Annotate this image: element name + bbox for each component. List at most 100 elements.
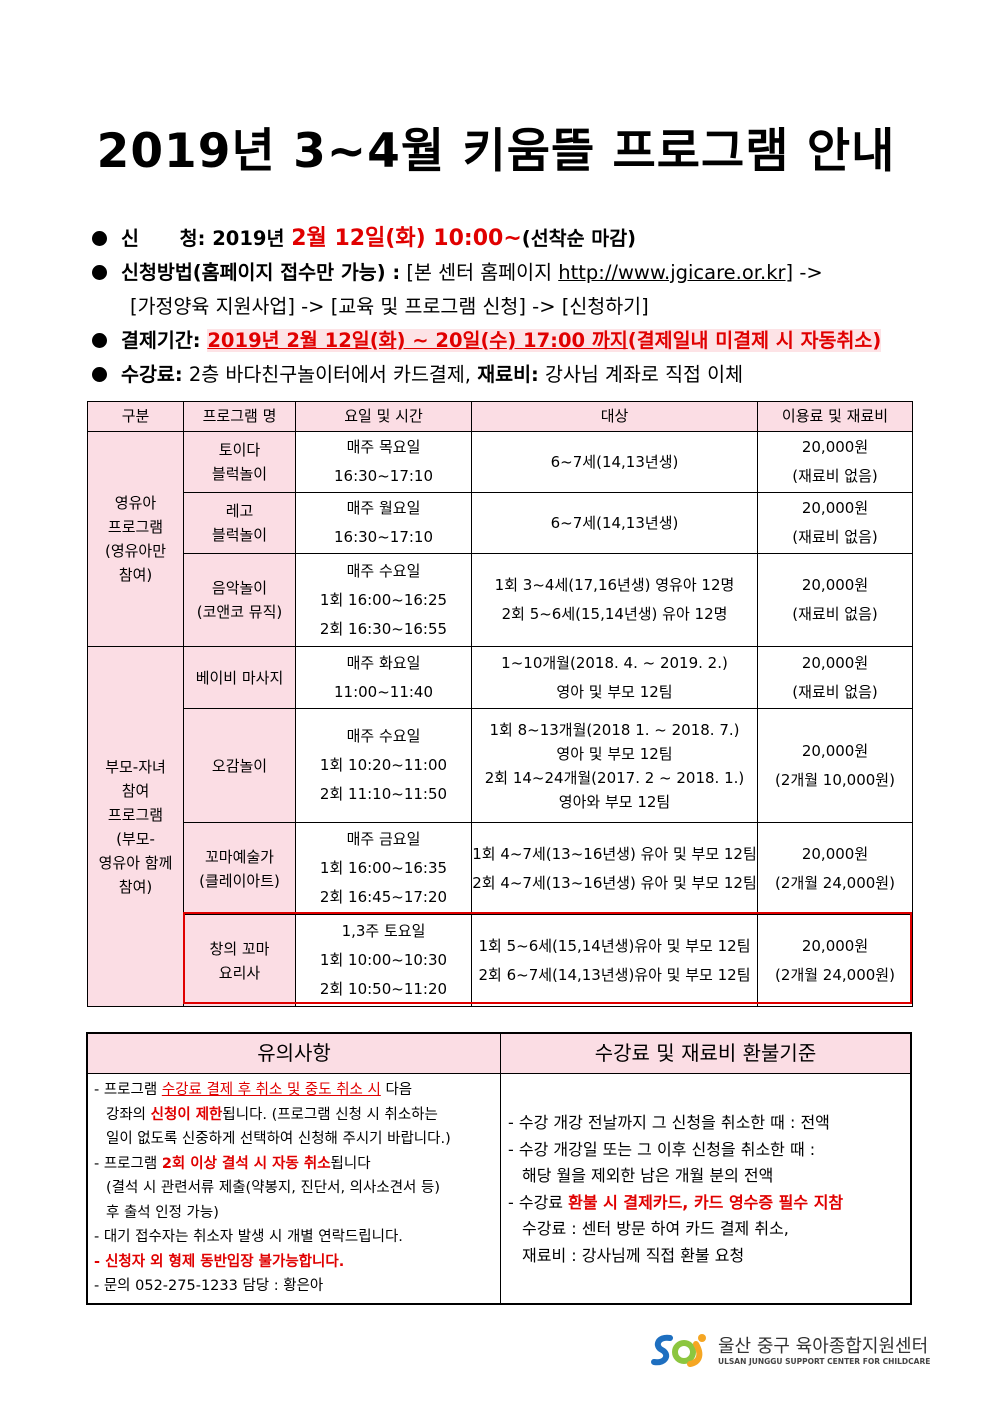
notes-title: 유의사항 [88, 1034, 500, 1074]
pay-period: 2019년 2월 12일(화) ~ 20일(수) 17:00 까지 [207, 329, 628, 352]
refund-list: - 수강 개강 전날까지 그 신청을 취소한 때 : 전액 - 수강 개강일 또… [508, 1110, 908, 1269]
target-cell: 1~10개월(2018. 4. ~ 2019. 2.) 영아 및 부모 12팀 [471, 646, 758, 709]
note-text: - 프로그램 [94, 1155, 162, 1172]
note-text: - 수강료 [508, 1192, 569, 1212]
category-cell: 영유아 프로그램 (영유아만 참여) [87, 431, 184, 647]
program-name-cell: 꼬마예술가 (클레이아트) [183, 822, 296, 915]
table-row: 창의 꼬마 요리사 1,3주 토요일 1회 10:00~10:30 2회 10:5… [88, 914, 913, 1007]
apply-method: 신청방법(홈페이지 접수만 가능) : [본 센터 홈페이지 http://ww… [92, 256, 922, 290]
target-cell: 1회 4~7세(13~16년생) 유아 및 부모 12팀 2회 4~7세(13~… [471, 822, 758, 915]
refund-item: - 수강료 환불 시 결제카드, 카드 영수증 필수 지참 [508, 1190, 908, 1217]
target-cell: 1회 8~13개월(2018 1. ~ 2018. 7.) 영아 및 부모 12… [471, 708, 758, 823]
note-text: 다음 [380, 1082, 413, 1098]
program-name-cell: 오감놀이 [183, 708, 296, 823]
note-item: (결석 시 관련서류 제출(약봉지, 진단서, 의사소견서 등) [106, 1180, 440, 1196]
fee-cell: 20,000원 (재료비 없음) [757, 431, 913, 493]
refund-title: 수강료 및 재료비 환불기준 [501, 1034, 910, 1074]
divider [500, 1034, 501, 1303]
fee-cell: 20,000원 (2개월 24,000원) [757, 914, 913, 1007]
note-text: 됩니다. (프로그램 신청 시 취소하는 [222, 1106, 438, 1123]
note-item: - 대기 접수자는 취소자 발생 시 개별 연락드립니다. [94, 1229, 403, 1245]
refund-item: - 수강 개강 전날까지 그 신청을 취소한 때 : 전액 [508, 1113, 830, 1132]
center-logo: 울산 중구 육아종합지원센터 ULSAN JUNGGU SUPPORT CENT… [650, 1330, 930, 1375]
target-cell: 1회 5~6세(15,14년생)유아 및 부모 12팀 2회 6~7세(14,1… [471, 914, 758, 1007]
table-row: 음악놀이 (코앤코 뮤직) 매주 수요일 1회 16:00~16:25 2회 16… [88, 553, 913, 647]
fee-cell: 20,000원 (2개월 24,000원) [757, 822, 913, 915]
refund-item: 수강료 : 센터 방문 하여 카드 결제 취소, [522, 1219, 789, 1238]
table-row: 오감놀이 매주 수요일 1회 10:20~11:00 2회 11:10~11:50… [88, 708, 913, 823]
program-name-cell: 레고 블럭놀이 [183, 492, 296, 554]
target-cell: 6~7세(14,13년생) [471, 492, 758, 554]
homepage-link[interactable]: http://www.jgicare.or.kr [558, 261, 786, 284]
column-header: 구분 [87, 401, 184, 432]
pay-note: (결제일내 미결제 시 자동취소) [627, 329, 882, 352]
note-item: 강좌의 신청이 제한됩니다. (프로그램 신청 시 취소하는 [94, 1103, 494, 1128]
program-name-cell: 음악놀이 (코앤코 뮤직) [183, 553, 296, 647]
bullet-icon [92, 231, 107, 246]
time-cell: 1,3주 토요일 1회 10:00~10:30 2회 10:50~11:20 [295, 914, 472, 1007]
bullet-icon [92, 333, 107, 348]
time-cell: 매주 월요일 16:30~17:10 [295, 492, 472, 554]
page-title: 2019년 3~4월 키움뜰 프로그램 안내 [96, 124, 896, 179]
time-cell: 매주 목요일 16:30~17:10 [295, 431, 472, 493]
note-text: 신청이 제한 [150, 1106, 223, 1123]
refund-item: - 수강 개강일 또는 그 이후 신청을 취소한 때 : [508, 1139, 816, 1159]
note-item: - 문의 052-275-1233 담당 : 황은아 [94, 1278, 324, 1294]
logo-sub: ULSAN JUNGGU SUPPORT CENTER FOR CHILDCAR… [718, 1357, 931, 1366]
time-cell: 매주 수요일 1회 10:20~11:00 2회 11:10~11:50 [295, 708, 472, 823]
text: 강사님 계좌로 직접 이체 [545, 363, 744, 386]
program-name-cell: 토이다 블럭놀이 [183, 431, 296, 493]
fee-cell: 20,000원 (재료비 없음) [757, 492, 913, 554]
time-cell: 매주 화요일 11:00~11:40 [295, 646, 472, 709]
bullet-icon [92, 367, 107, 382]
fee-cell: 20,000원 (재료비 없음) [757, 553, 913, 647]
program-table: 구분 프로그램 명 요일 및 시간 대상 이용료 및 재료비 영유아 프로그램 (영유아만… [87, 401, 913, 1007]
notes-list: - 프로그램 수강료 결제 후 취소 및 중도 취소 시 다음 강좌의 신청이 … [94, 1078, 494, 1299]
label: 수강료: [121, 363, 183, 386]
apply-method-path: [가정양육 지원사업] -> [교육 및 프로그램 신청] -> [신청하기] [130, 295, 649, 318]
label: 신 청: [121, 227, 206, 250]
logo-icon [651, 1334, 706, 1367]
target-cell: 6~7세(14,13년생) [471, 431, 758, 493]
fee-cell: 20,000원 (2개월 10,000원) [757, 708, 913, 823]
note-text: 수강료 결제 후 취소 및 중도 취소 시 [161, 1082, 381, 1098]
note-item: - 프로그램 2회 이상 결석 시 자동 취소됩니다 [94, 1152, 494, 1177]
table-row: 레고 블럭놀이 매주 월요일 16:30~17:10 6~7세(14,13년생) 20… [88, 492, 913, 554]
label: 신청방법(홈페이지 접수만 가능) : [121, 261, 401, 284]
text: ] -> [785, 261, 823, 284]
time-cell: 매주 수요일 1회 16:00~16:25 2회 16:30~16:55 [295, 553, 472, 647]
table-row: 부모-자녀 참여 프로그램 (부모- 영유아 함께 참여) 베이비 마사지 매주 화… [87, 646, 913, 1007]
text: 2층 바다친구놀이터에서 카드결제, [188, 363, 471, 386]
refund-item: 재료비 : 강사님께 직접 환불 요청 [522, 1245, 745, 1265]
fee-cell: 20,000원 (재료비 없음) [757, 646, 913, 709]
logo-name: 울산 중구 육아종합지원센터 [718, 1336, 929, 1357]
label: 재료비: [477, 363, 539, 386]
bullet-icon [92, 265, 107, 280]
refund-item: 해당 월을 제외한 남은 개월 분의 전액 [522, 1166, 774, 1185]
text: [본 센터 홈페이지 [406, 261, 553, 284]
note-text: - 프로그램 [94, 1082, 162, 1098]
fee-info: 수강료: 2층 바다친구놀이터에서 카드결제, 재료비: 강사님 계좌로 직접 … [92, 358, 922, 392]
category-cell: 부모-자녀 참여 프로그램 (부모- 영유아 함께 참여) [87, 646, 184, 1007]
note-text: 2회 이상 결석 시 자동 취소 [161, 1155, 331, 1172]
note-item: 일이 없도록 신중하게 선택하여 신청해 주시기 바랍니다.) [106, 1131, 451, 1147]
notes-box: 유의사항 수강료 및 재료비 환불기준 - 프로그램 수강료 결제 후 취소 및… [86, 1032, 912, 1305]
note-item: - 프로그램 수강료 결제 후 취소 및 중도 취소 시 다음 [94, 1078, 494, 1103]
column-header: 이용료 및 재료비 [757, 401, 913, 432]
note-item: 후 출석 인정 가능) [106, 1204, 219, 1221]
note-text: 환불 시 결제카드, 카드 영수증 필수 지참 [568, 1192, 844, 1212]
label: 결제기간: [121, 329, 201, 352]
date-red: 2월 12일(화) 10:00~ [291, 226, 522, 251]
apply-date: 신 청: 2019년 2월 12일(화) 10:00~(선착순 마감) [92, 222, 922, 256]
program-name-cell: 베이비 마사지 [183, 646, 296, 709]
target-cell: 1회 3~4세(17,16년생) 영유아 12명 2회 5~6세(15,14년생… [471, 553, 758, 647]
note-text: 강좌의 [106, 1106, 151, 1123]
program-name-cell: 창의 꼬마 요리사 [183, 914, 296, 1007]
table-row: 영유아 프로그램 (영유아만 참여) 토이다 블럭놀이 매주 목요일 16:30~1… [87, 431, 913, 647]
payment-period: 결제기간: 2019년 2월 12일(화) ~ 20일(수) 17:00 까지(… [92, 324, 922, 358]
time-cell: 매주 금요일 1회 16:00~16:35 2회 16:45~17:20 [295, 822, 472, 915]
text: (선착순 마감) [521, 227, 637, 250]
table-row: 꼬마예술가 (클레이아트) 매주 금요일 1회 16:00~16:35 2회 16… [88, 822, 913, 915]
text: 2019년 [212, 227, 285, 250]
